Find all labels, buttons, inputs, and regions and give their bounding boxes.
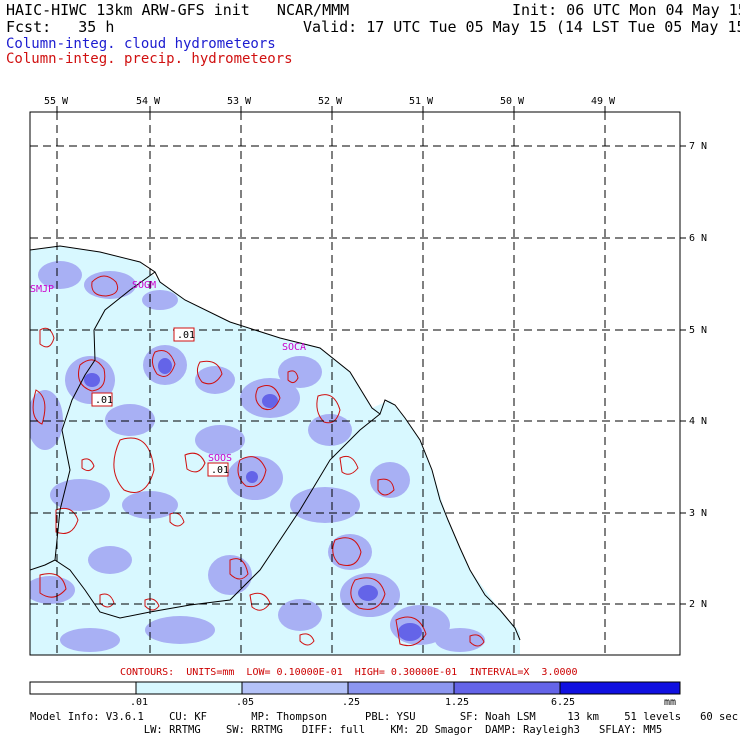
- colorbar-tick: .01: [130, 697, 149, 708]
- contour-label-box: [207, 462, 229, 477]
- valid-time: Valid: 17 UTC Tue 05 May 15 (14 LST Tue …: [303, 18, 740, 36]
- model-info-line1: Model Info: V3.6.1 CU: KF MP: Thompson P…: [30, 711, 739, 723]
- lat-label: 2 N: [689, 599, 708, 610]
- model-info-line2: LW: RRTMG SW: RRTMG DIFF: full KM: 2D Sm…: [30, 724, 663, 736]
- cloud-field-light: [30, 246, 520, 655]
- contour-label-box: [173, 327, 195, 342]
- colorbar-tick: 6.25: [551, 697, 576, 708]
- lon-label: 55 W: [44, 96, 69, 107]
- init-time: Init: 06 UTC Mon 04 May 15: [512, 1, 740, 19]
- colorbar-units: mm: [664, 697, 677, 708]
- cloud-field-dark: [84, 358, 422, 641]
- station-label: SMJP: [30, 284, 55, 295]
- lon-label: 53 W: [227, 96, 252, 107]
- contour-label: .01: [211, 465, 230, 476]
- border-west: [54, 271, 381, 619]
- map-frame: [29, 111, 681, 656]
- lon-label: 51 W: [409, 96, 434, 107]
- axis-ticks: [56, 106, 686, 605]
- colorbar-tick: .25: [342, 697, 361, 708]
- legend-precip: Column-integ. precip. hydrometeors: [6, 51, 293, 67]
- lat-lon-grid: [30, 112, 680, 655]
- lat-label: 4 N: [689, 416, 708, 427]
- station-label: SOCA: [282, 342, 307, 353]
- colorbar-tick: 1.25: [445, 697, 470, 708]
- station-label: SOOS: [208, 453, 233, 464]
- contour-label: .01: [95, 395, 114, 406]
- forecast-hour: Fcst: 35 h: [6, 18, 115, 36]
- legend-cloud: Column-integ. cloud hydrometeors: [6, 36, 276, 52]
- field-layer: [30, 112, 680, 655]
- model-title: HAIC-HIWC 13km ARW-GFS init NCAR/MMM: [6, 1, 350, 19]
- lon-label: 52 W: [318, 96, 343, 107]
- contour-label: .01: [177, 330, 196, 341]
- lat-label: 6 N: [689, 233, 708, 244]
- precip-contours: [32, 275, 485, 647]
- contour-label-box: [91, 392, 113, 407]
- contour-info: CONTOURS: UNITS=mm LOW= 0.10000E-01 HIGH…: [120, 667, 578, 678]
- lon-label: 54 W: [136, 96, 161, 107]
- lat-label: 7 N: [689, 141, 708, 152]
- lat-label: 3 N: [689, 508, 708, 519]
- station-label: SOGM: [132, 280, 157, 291]
- lat-label: 5 N: [689, 325, 708, 336]
- lon-label: 49 W: [591, 96, 616, 107]
- colorbar-tick: .05: [236, 697, 255, 708]
- coastline: [30, 245, 521, 641]
- lon-label: 50 W: [500, 96, 525, 107]
- border-river: [30, 559, 56, 571]
